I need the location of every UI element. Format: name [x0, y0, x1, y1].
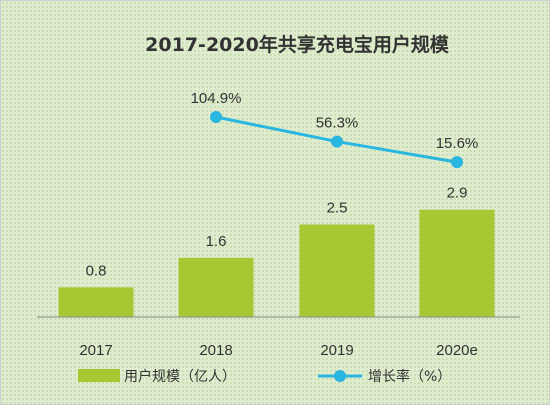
x-tick-label: 2017	[79, 342, 112, 359]
bar-2019	[299, 224, 375, 317]
bar-2020e	[419, 209, 495, 317]
chart-title: 2017-2020年共享充电宝用户规模	[145, 33, 450, 56]
bar-2017	[58, 287, 134, 317]
legend: 用户规模（亿人） 增长率（%）	[78, 368, 451, 385]
x-tick-label: 2020e	[436, 342, 478, 359]
legend-swatch-marker	[334, 370, 346, 382]
x-tick-label: 2018	[199, 342, 232, 359]
x-tick-label: 2019	[320, 342, 353, 359]
growth-rate-label: 15.6%	[436, 135, 479, 152]
growth-rate-label: 104.9%	[191, 90, 242, 107]
bar-value-label: 1.6	[206, 233, 227, 250]
growth-rate-point-2018	[210, 111, 222, 124]
growth-rate-point-2019	[331, 135, 343, 148]
bar-value-label: 0.8	[86, 262, 107, 279]
bar-value-label: 2.5	[327, 200, 348, 217]
bar-value-label: 2.9	[447, 185, 468, 202]
growth-rate-point-2020e	[451, 156, 463, 169]
growth-rate-label: 56.3%	[316, 115, 359, 132]
legend-label-line: 增长率（%）	[368, 368, 451, 385]
legend-label-bar: 用户规模（亿人）	[124, 368, 236, 385]
bar-2018	[178, 257, 254, 317]
legend-swatch-bar	[78, 369, 120, 382]
